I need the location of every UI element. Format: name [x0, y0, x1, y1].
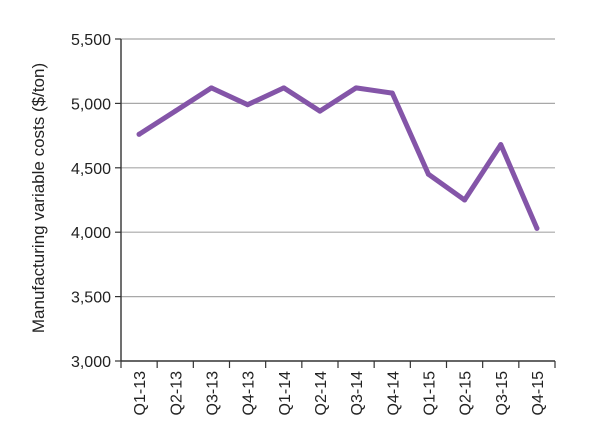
data-point — [534, 225, 540, 231]
data-point — [281, 85, 287, 91]
x-tick-label: Q3-13 — [204, 371, 221, 416]
x-tick-label: Q2-14 — [313, 371, 330, 416]
x-tick-label: Q2-15 — [458, 371, 475, 416]
x-tick-label: Q4-14 — [385, 371, 402, 416]
y-tick-label: 3,000 — [71, 354, 111, 371]
y-tick-label: 5,000 — [71, 96, 111, 113]
data-point — [208, 85, 214, 91]
data-point — [389, 90, 395, 96]
series-layer — [136, 85, 540, 231]
x-tick-label: Q1-14 — [277, 371, 294, 416]
x-tick-label: Q3-14 — [349, 371, 366, 416]
data-point — [498, 142, 504, 148]
data-point — [136, 131, 142, 137]
data-point — [462, 197, 468, 203]
x-tick-label: Q4-13 — [241, 371, 258, 416]
x-tick-label: Q3-15 — [494, 371, 511, 416]
x-tick-label: Q1-15 — [421, 371, 438, 416]
x-axis: Q1-13 Q2-13 Q3-13 Q4-13 Q1-14 Q2-14 Q3-14 Q4-14… — [120, 360, 556, 416]
gridlines — [121, 38, 555, 298]
y-axis-title: Manufacturing variable costs ($/ton) — [29, 63, 48, 333]
y-axis: 3,000 3,500 4,000 4,500 5,000 5,500 — [71, 32, 122, 371]
y-tick-label: 4,000 — [71, 225, 111, 242]
data-point — [425, 171, 431, 177]
y-tick-label: 3,500 — [71, 290, 111, 307]
x-tick-label: Q1-13 — [132, 371, 149, 416]
x-tick-label: Q2-13 — [168, 371, 185, 416]
y-tick-label: 5,500 — [71, 32, 111, 49]
data-point — [172, 108, 178, 114]
data-point — [317, 108, 323, 114]
data-point — [353, 85, 359, 91]
x-tick-label: Q4-15 — [530, 371, 547, 416]
series-line — [136, 85, 540, 231]
data-point — [245, 102, 251, 108]
y-tick-label: 4,500 — [71, 161, 111, 178]
